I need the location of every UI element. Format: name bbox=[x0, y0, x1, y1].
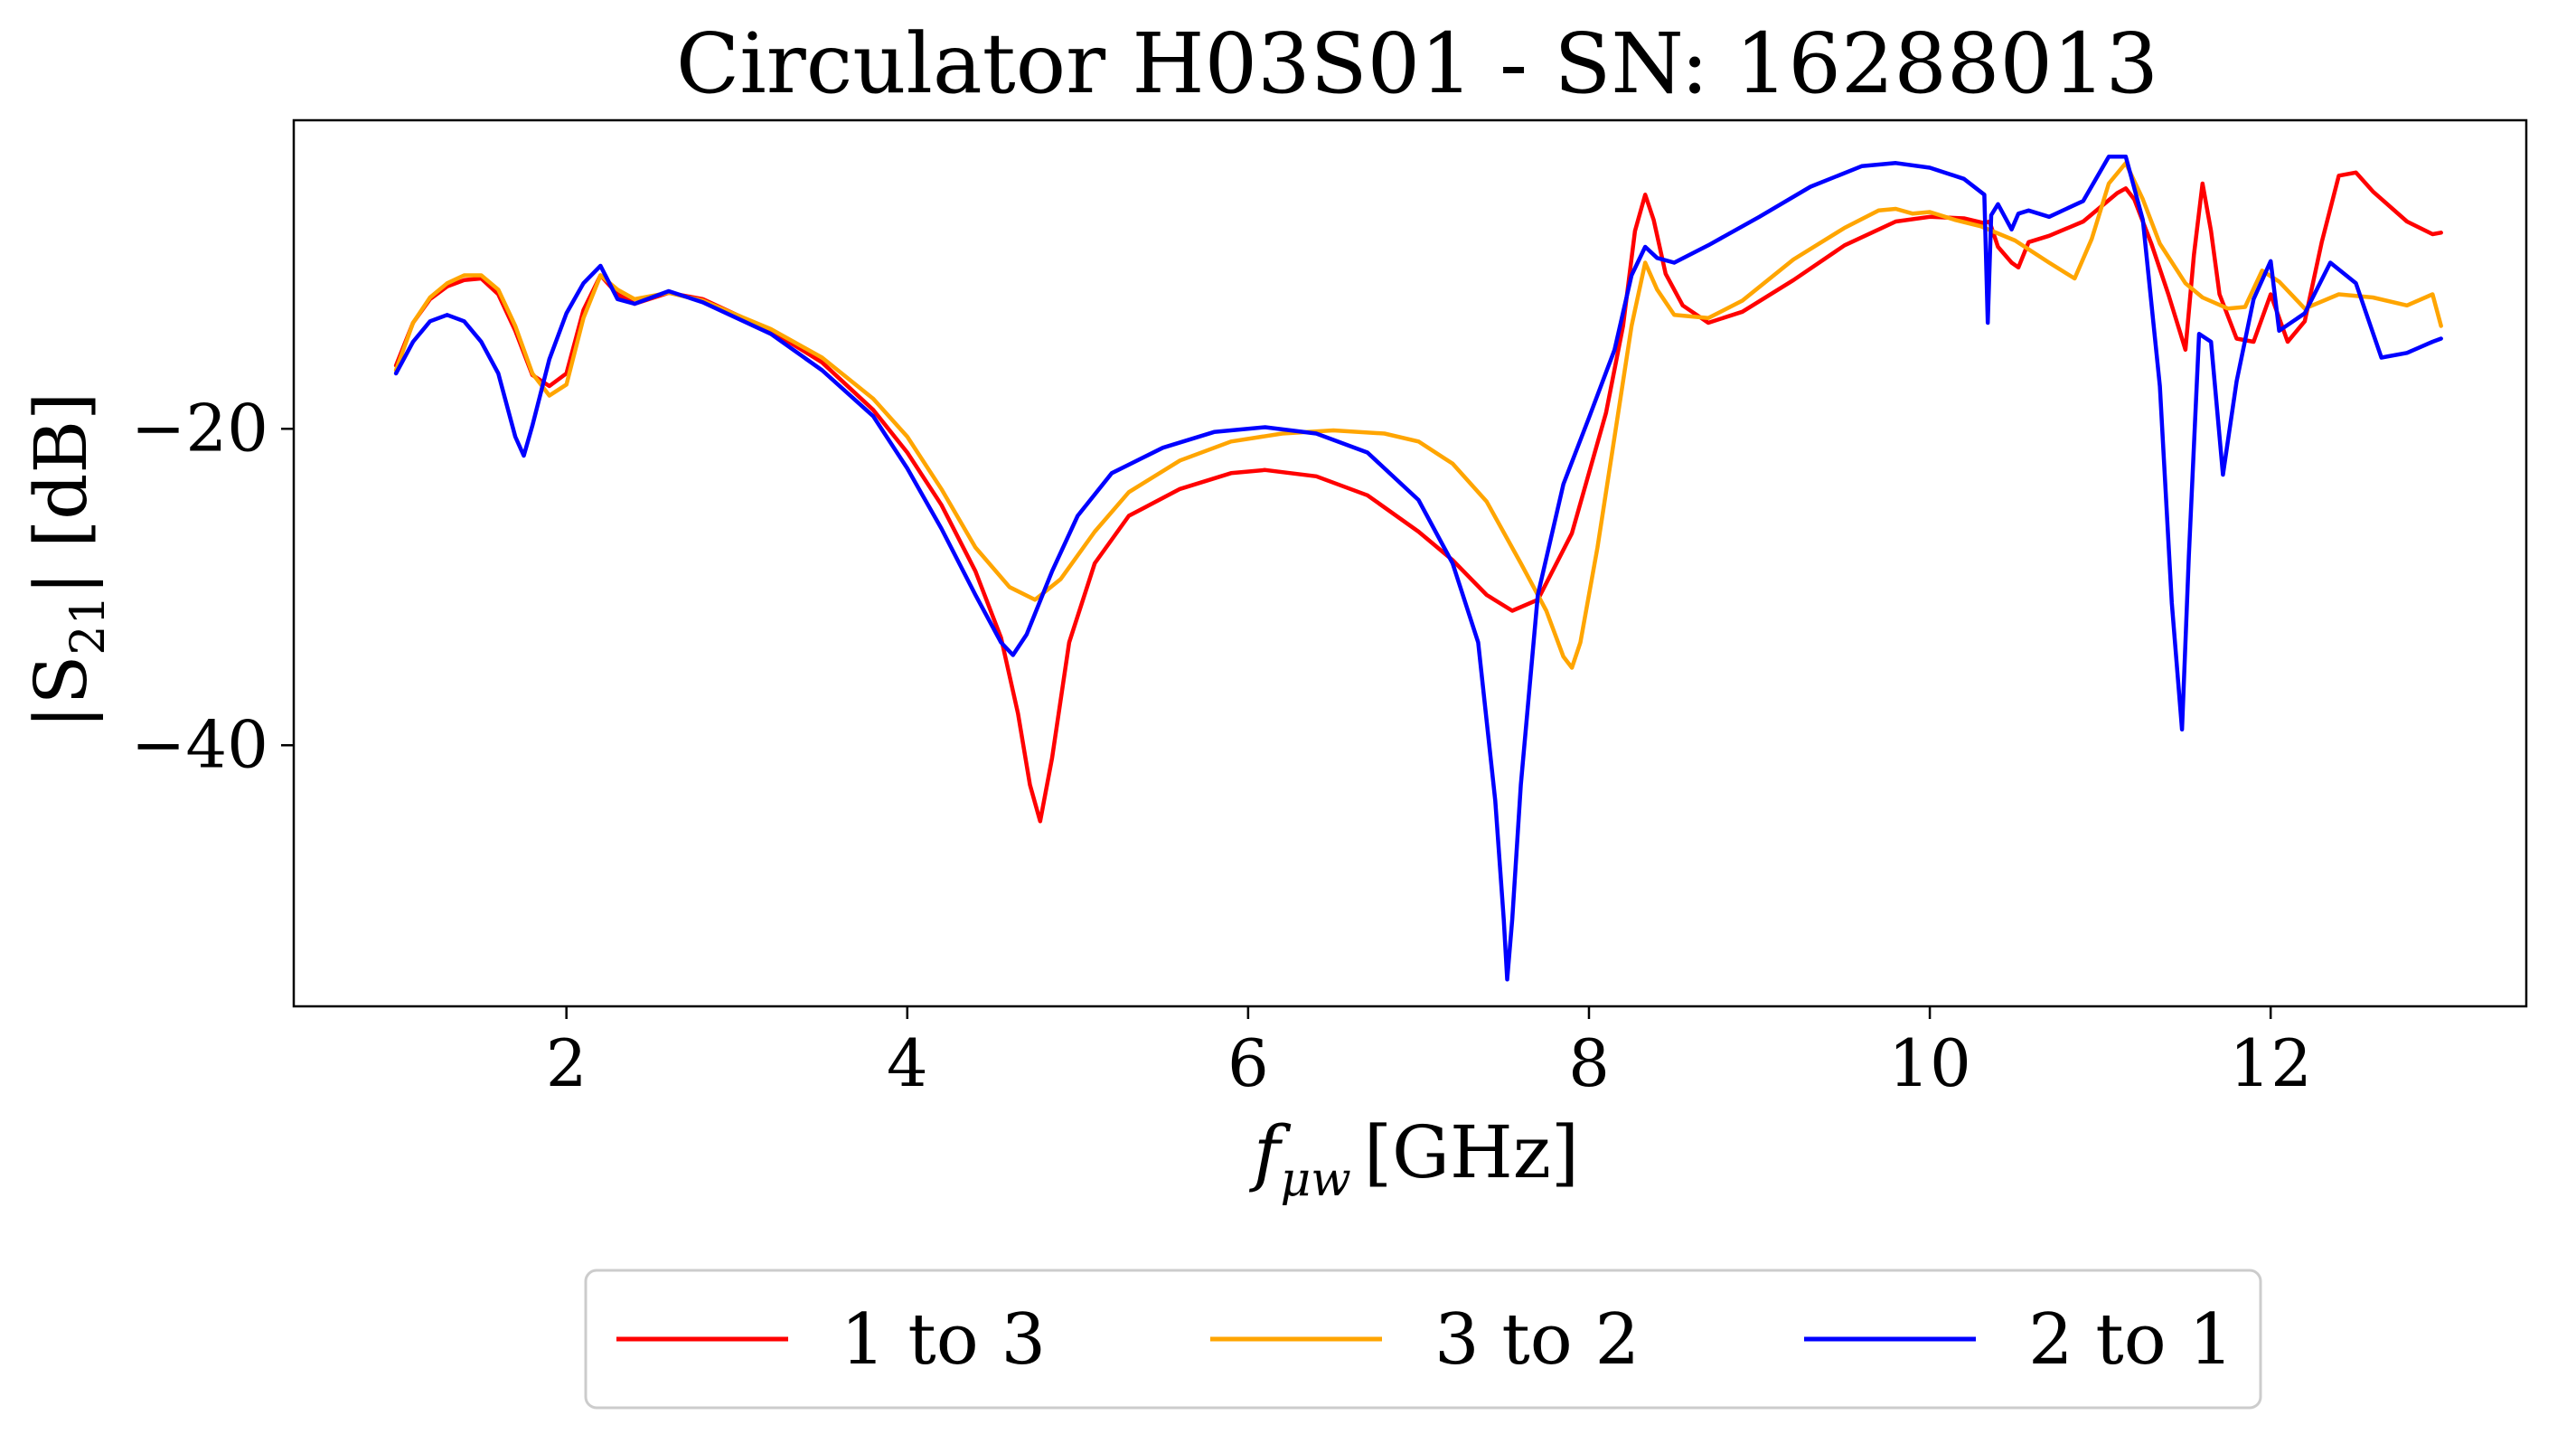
y-tick-label: −20 bbox=[131, 390, 268, 466]
x-tick-label: 10 bbox=[1888, 1025, 1971, 1101]
x-axis-label: fμw [GHz] bbox=[1249, 1110, 1579, 1207]
x-tick-label: 6 bbox=[1227, 1025, 1269, 1101]
y-tick-label: −40 bbox=[131, 706, 268, 782]
plot-frame bbox=[292, 118, 2528, 1008]
legend-label: 1 to 3 bbox=[841, 1299, 1046, 1381]
series-line-3-to-2 bbox=[393, 161, 2443, 670]
series-lines bbox=[393, 155, 2443, 982]
x-axis-ticks: 2 4 6 8 10 12 bbox=[546, 1006, 2312, 1101]
legend: 1 to 3 3 to 2 2 to 1 bbox=[584, 1269, 2262, 1410]
x-tick-label: 4 bbox=[887, 1025, 928, 1101]
legend-box bbox=[584, 1269, 2262, 1410]
chart-title: Circulator H03S01 - SN: 16288013 bbox=[676, 15, 2158, 112]
y-axis-label: |S21| [dB] bbox=[19, 392, 116, 730]
series-line-2-to-1 bbox=[393, 155, 2443, 982]
x-tick-label: 2 bbox=[546, 1025, 588, 1101]
series-line-1-to-3 bbox=[393, 170, 2443, 824]
x-tick-label: 8 bbox=[1568, 1025, 1610, 1101]
legend-label: 2 to 1 bbox=[2028, 1299, 2233, 1381]
y-axis-ticks: −20 −40 bbox=[131, 390, 294, 782]
legend-label: 3 to 2 bbox=[1434, 1299, 1640, 1381]
x-tick-label: 12 bbox=[2229, 1025, 2312, 1101]
